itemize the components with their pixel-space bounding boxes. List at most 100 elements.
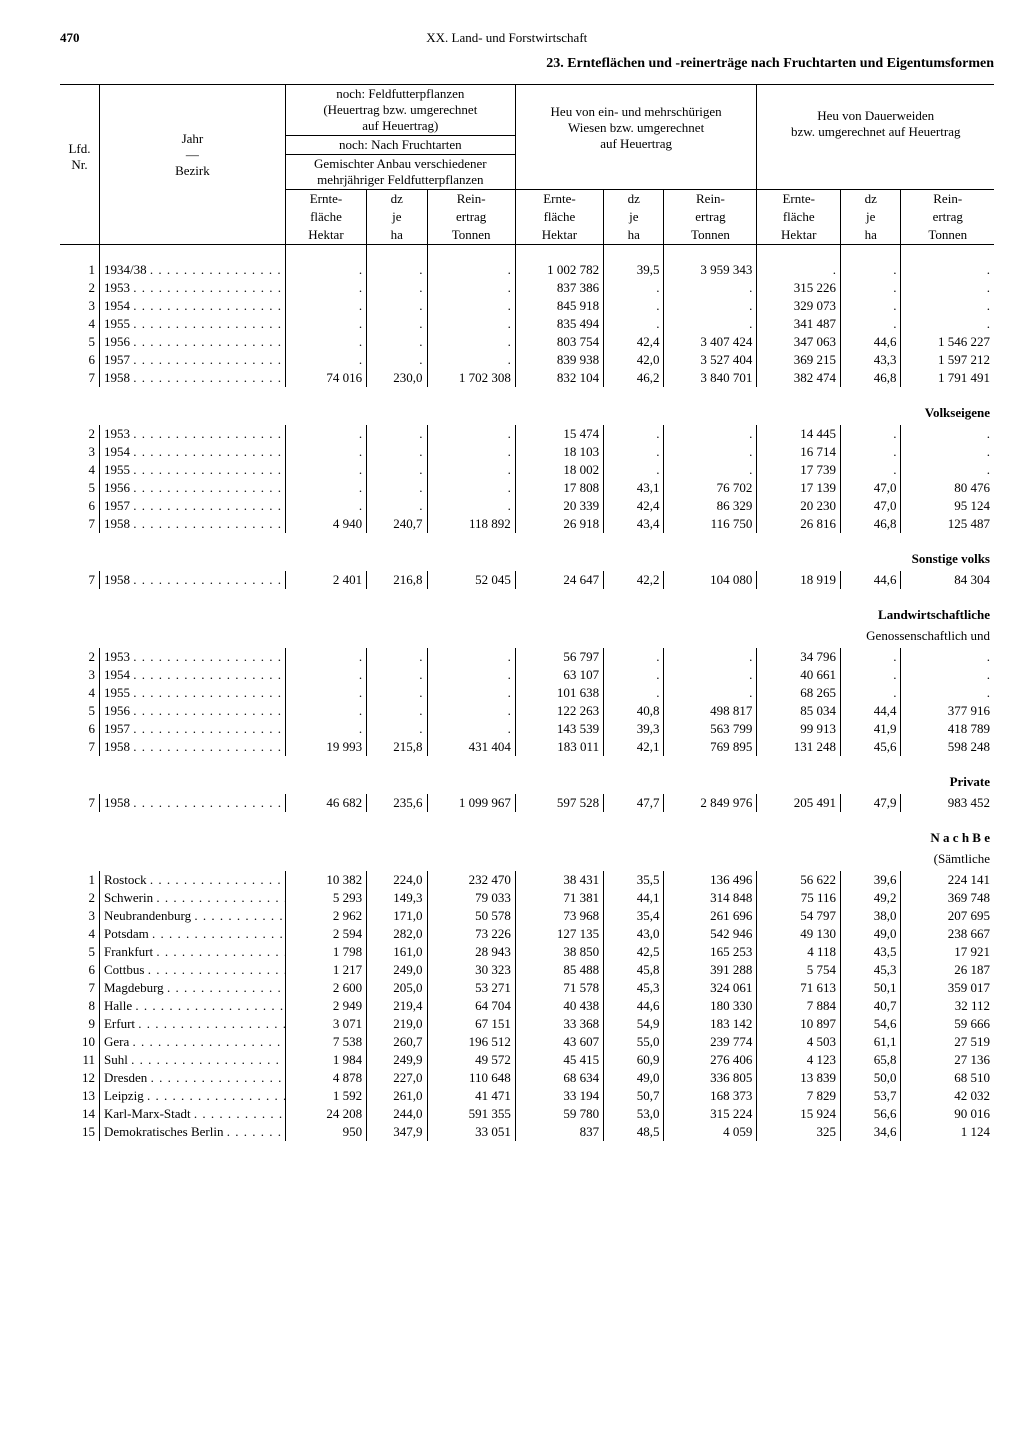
- cell: .: [841, 297, 901, 315]
- table-row: 21953 ...56 797..34 796..: [60, 648, 994, 666]
- chapter-title: XX. Land- und Forstwirtschaft: [426, 30, 587, 46]
- cell: 42,5: [604, 943, 664, 961]
- cell: 61,1: [841, 1033, 901, 1051]
- cell: 45,6: [841, 738, 901, 756]
- cell: 983 452: [901, 794, 994, 812]
- cell: 4 878: [285, 1069, 366, 1087]
- cell: 207 695: [901, 907, 994, 925]
- cell: .: [367, 684, 427, 702]
- cell: 260,7: [367, 1033, 427, 1051]
- cell: 5 293: [285, 889, 366, 907]
- cell: 377 916: [901, 702, 994, 720]
- table-row: 51956 ...803 75442,43 407 424347 06344,6…: [60, 333, 994, 351]
- table-row: 13Leipzig 1 592261,041 47133 19450,7168 …: [60, 1087, 994, 1105]
- cell: 44,6: [604, 997, 664, 1015]
- page-number: 470: [60, 30, 80, 46]
- cell: 3 840 701: [664, 369, 757, 387]
- cell-year: 1957: [99, 351, 285, 369]
- cell: 418 789: [901, 720, 994, 738]
- cell: 227,0: [367, 1069, 427, 1087]
- cell: .: [427, 648, 515, 666]
- cell: 17 139: [757, 479, 841, 497]
- cell: .: [427, 497, 515, 515]
- cell: 3 071: [285, 1015, 366, 1033]
- cell-year: 1934/38: [99, 261, 285, 279]
- cell: .: [367, 261, 427, 279]
- cell: 45,3: [841, 961, 901, 979]
- table-row: 51956 ...17 80843,176 70217 13947,080 47…: [60, 479, 994, 497]
- cell-nr: 2: [60, 889, 99, 907]
- cell: .: [427, 333, 515, 351]
- cell: 230,0: [367, 369, 427, 387]
- cell: .: [367, 702, 427, 720]
- cell: 86 329: [664, 497, 757, 515]
- cell: 19 993: [285, 738, 366, 756]
- data-table: Lfd. Nr. Jahr—Bezirk noch: Feldfutterpfl…: [60, 84, 994, 1141]
- cell: .: [427, 443, 515, 461]
- cell: 54 797: [757, 907, 841, 925]
- cell: .: [427, 720, 515, 738]
- cell-nr: 3: [60, 443, 99, 461]
- cell: 591 355: [427, 1105, 515, 1123]
- cell: .: [285, 684, 366, 702]
- cell: 276 406: [664, 1051, 757, 1069]
- cell: 71 578: [515, 979, 603, 997]
- cell: 71 613: [757, 979, 841, 997]
- cell: 232 470: [427, 871, 515, 889]
- group1-low: Gemischter Anbau verschiedener mehrjähri…: [285, 155, 515, 190]
- group1-mid: noch: Nach Fruchtarten: [285, 136, 515, 155]
- cell: 14 445: [757, 425, 841, 443]
- cell: 359 017: [901, 979, 994, 997]
- cell: 2 949: [285, 997, 366, 1015]
- cell-year: 1953: [99, 279, 285, 297]
- cell-year: 1954: [99, 297, 285, 315]
- cell-year: 1954: [99, 443, 285, 461]
- cell: 329 073: [757, 297, 841, 315]
- cell-nr: 2: [60, 648, 99, 666]
- cell: 1 597 212: [901, 351, 994, 369]
- cell: 950: [285, 1123, 366, 1141]
- cell: 382 474: [757, 369, 841, 387]
- cell: 42,0: [604, 351, 664, 369]
- cell: .: [901, 279, 994, 297]
- cell: 35,5: [604, 871, 664, 889]
- cell: 49,2: [841, 889, 901, 907]
- cell: 85 488: [515, 961, 603, 979]
- cell-nr: 11: [60, 1051, 99, 1069]
- cell: 347 063: [757, 333, 841, 351]
- cell: 40,7: [841, 997, 901, 1015]
- cell: 39,5: [604, 261, 664, 279]
- cell: 325: [757, 1123, 841, 1141]
- cell: 4 940: [285, 515, 366, 533]
- cell: 53,7: [841, 1087, 901, 1105]
- cell: 837 386: [515, 279, 603, 297]
- cell: .: [367, 333, 427, 351]
- cell: 24 208: [285, 1105, 366, 1123]
- cell-nr: 6: [60, 497, 99, 515]
- cell: 597 528: [515, 794, 603, 812]
- cell: 769 895: [664, 738, 757, 756]
- cell: .: [427, 684, 515, 702]
- cell: 68 510: [901, 1069, 994, 1087]
- cell: 315 226: [757, 279, 841, 297]
- cell-nr: 1: [60, 871, 99, 889]
- cell: .: [901, 443, 994, 461]
- cell: 28 943: [427, 943, 515, 961]
- cell-nr: 7: [60, 571, 99, 589]
- cell: 56 622: [757, 871, 841, 889]
- cell: 44,6: [841, 571, 901, 589]
- cell: 41 471: [427, 1087, 515, 1105]
- cell-nr: 13: [60, 1087, 99, 1105]
- cell: .: [367, 461, 427, 479]
- cell: 165 253: [664, 943, 757, 961]
- cell: 43 607: [515, 1033, 603, 1051]
- cell: 53 271: [427, 979, 515, 997]
- cell: 49,0: [841, 925, 901, 943]
- cell: 431 404: [427, 738, 515, 756]
- cell: 45,8: [604, 961, 664, 979]
- cell-year: 1956: [99, 333, 285, 351]
- cell: 43,5: [841, 943, 901, 961]
- cell: 845 918: [515, 297, 603, 315]
- cell: 99 913: [757, 720, 841, 738]
- cell-nr: 15: [60, 1123, 99, 1141]
